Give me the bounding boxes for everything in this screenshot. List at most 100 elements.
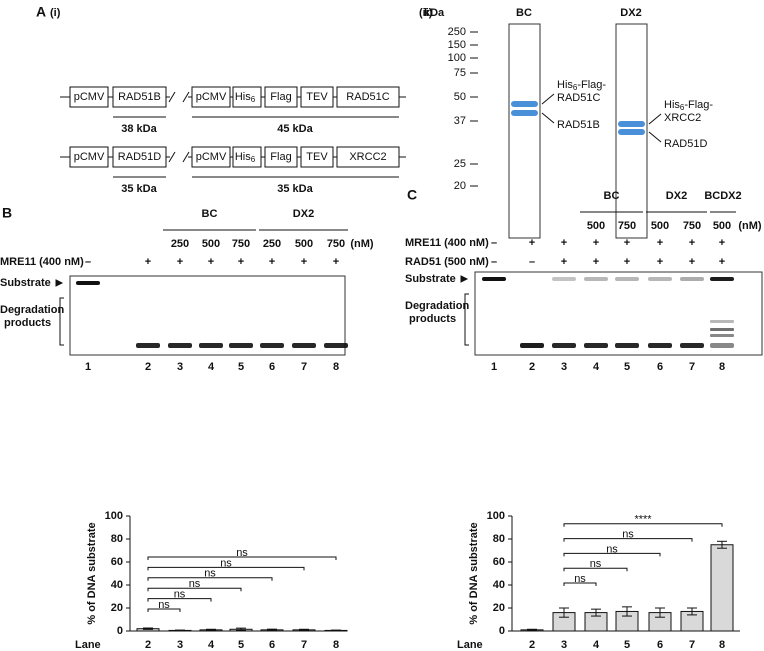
y-tick-label: 20 [111, 602, 123, 614]
band-label: RAD51D [664, 138, 707, 150]
significance-bracket [147, 598, 212, 602]
gene-box [232, 146, 262, 168]
sign: + [624, 237, 630, 249]
lane-number: 5 [624, 361, 630, 373]
lane-label: DX2 [620, 7, 641, 19]
subscript: 6 [251, 155, 256, 164]
dna-band [229, 343, 253, 348]
concentration-label: 500 [202, 238, 220, 250]
lane-number: 6 [657, 361, 663, 373]
marker-label: 20 [454, 180, 466, 192]
sign: + [561, 256, 567, 268]
size-label: 38 kDa [121, 123, 157, 135]
protein-band [511, 110, 538, 116]
sign: – [491, 256, 497, 268]
sign: + [657, 256, 663, 268]
dna-band [710, 328, 734, 331]
sign: + [208, 256, 214, 268]
marker-label: 50 [454, 91, 466, 103]
x-tick-label: 7 [689, 639, 695, 651]
band-label: His6-Flag- [557, 79, 606, 92]
lane-number: 1 [85, 361, 91, 373]
dna-band [680, 277, 704, 281]
lane-number: 7 [301, 361, 307, 373]
significance-label: ns [574, 573, 586, 585]
box-label: pCMV [74, 91, 105, 103]
sign: + [593, 237, 599, 249]
x-tick-label: 4 [208, 639, 215, 651]
break-slash [168, 151, 176, 163]
box-label: TEV [306, 91, 328, 103]
lane-number: 5 [238, 361, 244, 373]
lane-number: 8 [333, 361, 339, 373]
group-label: BC [202, 208, 218, 220]
gene-box [264, 86, 298, 108]
marker-label: 37 [454, 115, 466, 127]
protein-band [618, 129, 645, 135]
sign: – [529, 256, 535, 268]
dna-band [520, 343, 544, 348]
dna-band [76, 281, 100, 285]
size-label: 45 kDa [277, 123, 313, 135]
panel-sublabel: (ii) [419, 7, 433, 19]
band-label: His6-Flag- [664, 99, 713, 112]
sign: + [529, 237, 535, 249]
gene-box [112, 86, 167, 108]
box-label: pCMV [196, 91, 227, 103]
band-label: RAD51C [557, 92, 600, 104]
box-label: TEV [306, 151, 328, 163]
text-part: His [557, 79, 573, 91]
concentration-label: 500 [713, 220, 731, 232]
significance-label: ns [590, 558, 602, 570]
dna-band [710, 343, 734, 348]
concentration-label: 750 [327, 238, 345, 250]
substrate-label: Substrate [405, 273, 456, 285]
box-label: pCMV [196, 151, 227, 163]
significance-label: ns [622, 529, 634, 541]
marker-label: 250 [448, 26, 466, 38]
y-tick-label: 60 [493, 556, 505, 568]
concentration-label: 500 [295, 238, 313, 250]
unit-label: (nM) [350, 238, 374, 250]
subscript: 6 [251, 95, 256, 104]
significance-label: ns [236, 547, 248, 559]
gene-box [264, 146, 298, 168]
lane-number: 3 [177, 361, 183, 373]
sign: + [145, 256, 151, 268]
products-label: Degradation [405, 300, 469, 312]
gene-box [300, 146, 334, 168]
lane-number: 7 [689, 361, 695, 373]
sign: + [689, 237, 695, 249]
sign: + [238, 256, 244, 268]
group-label: DX2 [293, 208, 314, 220]
group-label: BCDX2 [704, 190, 741, 202]
x-tick-label: 4 [593, 639, 600, 651]
bracket [59, 297, 64, 346]
gene-box [69, 86, 109, 108]
gap [170, 153, 188, 161]
y-axis-label: % of DNA substrate [86, 522, 98, 624]
sign: + [719, 256, 725, 268]
unit-label: (nM) [738, 220, 762, 232]
dna-band [482, 277, 506, 281]
dna-band [710, 334, 734, 337]
gap [170, 93, 188, 101]
gene-box [112, 146, 167, 168]
dna-band [584, 343, 608, 348]
group-label: BC [604, 190, 620, 202]
panel-label: C [407, 187, 417, 203]
dna-band [136, 343, 160, 348]
dna-band [292, 343, 316, 348]
panel-label: B [2, 205, 12, 221]
break-slash [182, 91, 190, 103]
sign: + [301, 256, 307, 268]
x-tick-label: 3 [177, 639, 183, 651]
significance-bracket [563, 523, 723, 527]
gel [69, 275, 346, 356]
y-tick-label: 40 [111, 579, 123, 591]
break-slash [182, 151, 190, 163]
significance-bracket [147, 608, 181, 612]
products-label: products [409, 313, 456, 325]
substrate-label: Substrate [0, 277, 51, 289]
